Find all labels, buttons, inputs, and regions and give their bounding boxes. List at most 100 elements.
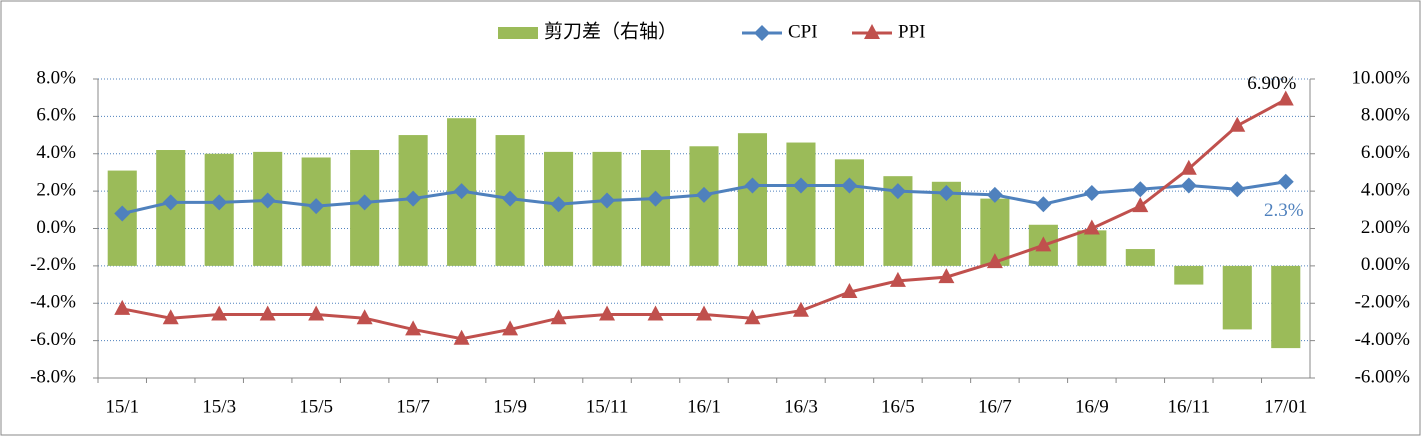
marker xyxy=(1180,159,1197,175)
marker xyxy=(792,301,809,317)
marker xyxy=(550,196,567,213)
marker xyxy=(1229,181,1246,198)
y-tick-label: 6.0% xyxy=(36,105,76,126)
marker xyxy=(599,305,616,321)
marker xyxy=(841,177,858,194)
legend-marker xyxy=(754,25,770,41)
x-tick-label: 16/7 xyxy=(978,396,1012,417)
y-tick-label: -4.0% xyxy=(30,292,76,313)
marker xyxy=(259,192,276,209)
marker xyxy=(405,320,422,336)
x-tick-label: 16/3 xyxy=(784,396,818,417)
y2-tick-label: -2.00% xyxy=(1355,292,1411,313)
y2-tick-label: 0.00% xyxy=(1361,254,1410,275)
marker xyxy=(211,305,228,321)
marker xyxy=(356,194,373,211)
y2-tick-label: 8.00% xyxy=(1361,105,1410,126)
marker xyxy=(1035,236,1052,252)
bar xyxy=(834,159,864,266)
y-tick-label: 2.0% xyxy=(36,179,76,200)
x-tick-label: 15/3 xyxy=(202,396,236,417)
x-tick-label: 15/11 xyxy=(586,396,629,417)
marker xyxy=(744,177,761,194)
marker xyxy=(453,329,470,345)
marker xyxy=(1132,197,1149,213)
marker xyxy=(114,299,131,315)
marker xyxy=(792,177,809,194)
marker xyxy=(696,186,712,203)
x-tick-label: 15/9 xyxy=(493,396,527,417)
bar xyxy=(1271,265,1301,349)
marker xyxy=(550,309,567,325)
bar xyxy=(640,150,671,266)
y2-tick-label: 2.00% xyxy=(1361,217,1410,238)
data-label: 6.90% xyxy=(1247,73,1296,94)
marker xyxy=(938,268,955,284)
x-tick-label: 15/1 xyxy=(105,396,139,417)
marker xyxy=(938,184,955,201)
marker xyxy=(986,253,1003,269)
y2-tick-label: 10.00% xyxy=(1351,67,1410,88)
bar xyxy=(592,151,622,266)
y-tick-label: 4.0% xyxy=(36,142,76,163)
marker xyxy=(599,192,616,209)
x-tick-label: 16/9 xyxy=(1075,396,1109,417)
marker xyxy=(356,309,373,325)
marker xyxy=(1083,184,1100,201)
y2-tick-label: 6.00% xyxy=(1361,142,1410,163)
marker xyxy=(259,305,276,321)
marker xyxy=(502,320,519,336)
marker xyxy=(308,198,325,215)
marker xyxy=(1229,116,1246,132)
x-tick-label: 16/11 xyxy=(1168,396,1211,417)
marker xyxy=(986,186,1003,203)
y2-tick-label: -4.00% xyxy=(1355,329,1411,350)
bar xyxy=(737,133,768,266)
marker xyxy=(502,190,519,207)
legend-label: CPI xyxy=(788,21,818,42)
marker xyxy=(744,309,761,325)
y-tick-label: 8.0% xyxy=(36,67,76,88)
marker xyxy=(162,309,179,325)
marker xyxy=(453,183,470,200)
x-tick-label: 16/5 xyxy=(881,396,915,417)
marker xyxy=(841,283,858,299)
bar xyxy=(1222,265,1252,330)
x-tick-label: 16/1 xyxy=(687,396,721,417)
bar xyxy=(786,142,816,266)
bar xyxy=(689,146,719,266)
marker xyxy=(647,190,664,207)
bar xyxy=(1077,230,1107,266)
y-tick-label: -2.0% xyxy=(30,254,76,275)
marker xyxy=(308,305,325,321)
legend-marker xyxy=(864,24,880,39)
marker xyxy=(1277,90,1294,106)
marker xyxy=(889,183,906,200)
y2-tick-label: -6.00% xyxy=(1355,366,1411,387)
x-tick-label: 15/5 xyxy=(299,396,333,417)
marker xyxy=(696,305,712,321)
bar xyxy=(1125,249,1155,266)
x-tick-label: 15/7 xyxy=(396,396,430,417)
marker xyxy=(647,305,664,321)
marker xyxy=(114,205,131,222)
marker xyxy=(405,190,422,207)
marker xyxy=(211,194,228,211)
marker xyxy=(1035,196,1052,213)
marker xyxy=(1180,177,1197,194)
legend-label: PPI xyxy=(898,21,925,42)
annotation: 2.3% xyxy=(1264,200,1304,221)
bar xyxy=(1174,265,1204,285)
legend-swatch xyxy=(498,27,538,39)
marker xyxy=(1277,173,1294,190)
marker xyxy=(1132,181,1149,198)
legend-label: 剪刀差（右轴） xyxy=(544,20,677,42)
y2-tick-label: 4.00% xyxy=(1361,179,1410,200)
bar xyxy=(253,151,283,266)
x-tick-label: 17/01 xyxy=(1264,396,1307,417)
marker xyxy=(889,271,906,287)
y-tick-label: 0.0% xyxy=(36,217,76,238)
y-tick-label: -8.0% xyxy=(30,366,76,387)
marker xyxy=(1083,219,1100,235)
